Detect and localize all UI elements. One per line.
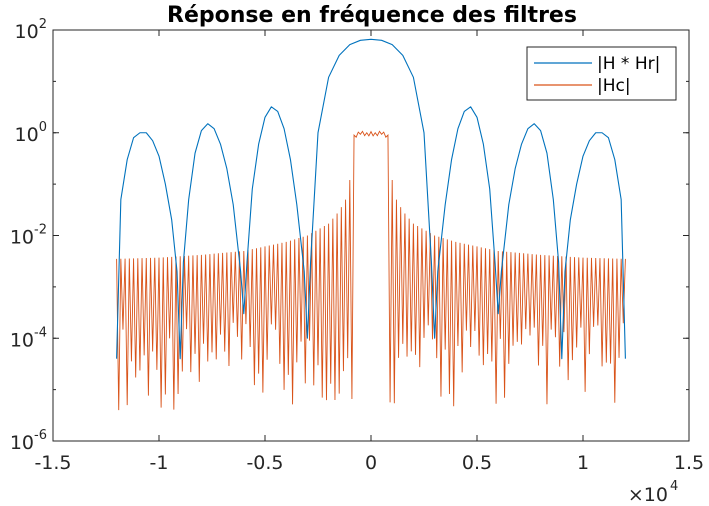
y-tick-base: 10 [10,227,34,249]
series-h-hr-line [116,38,626,360]
y-tick-label: 10-4 [10,325,47,351]
x-axis-multiplier: ×10 4 [628,479,678,506]
y-tick-label: 10-6 [10,428,47,454]
series-hc-line [116,130,626,411]
series-layer [116,38,626,411]
y-tick-exponent: -2 [34,223,47,238]
y-tick-base: 10 [10,432,34,454]
y-tick-base: 10 [10,329,34,351]
x-multiplier-label: ×10 [628,484,668,506]
legend-box [526,46,677,101]
y-tick-label: 102 [15,17,47,43]
x-multiplier-exponent: 4 [670,479,678,494]
x-tick-label: 0.5 [462,452,492,474]
x-tick-label: -1.5 [34,452,71,474]
y-tick-base: 10 [15,124,39,146]
y-tick-label: 100 [15,120,47,146]
y-tick-exponent: 0 [39,120,47,135]
y-tick-base: 10 [15,21,39,43]
chart-title: Réponse en fréquence des filtres [167,3,577,28]
legend-label: |Hc| [597,76,631,96]
x-tick-label: 1 [577,452,589,474]
x-tick-label: -0.5 [246,452,283,474]
x-multiplier-base: ×10 [628,484,668,506]
y-tick-exponent: -4 [34,325,47,340]
x-axis: -1.5 -1 -0.5 0 0.5 1 1.5 [34,30,704,474]
legend-label: |H * Hr| [597,54,660,74]
x-tick-label: 0 [365,452,377,474]
y-tick-exponent: 2 [39,17,47,32]
y-tick-exponent: -6 [34,428,47,443]
legend: |H * Hr||Hc| [526,46,677,101]
y-tick-label: 10-2 [10,223,47,249]
x-tick-label: -1 [150,452,169,474]
x-tick-label: 1.5 [674,452,704,474]
